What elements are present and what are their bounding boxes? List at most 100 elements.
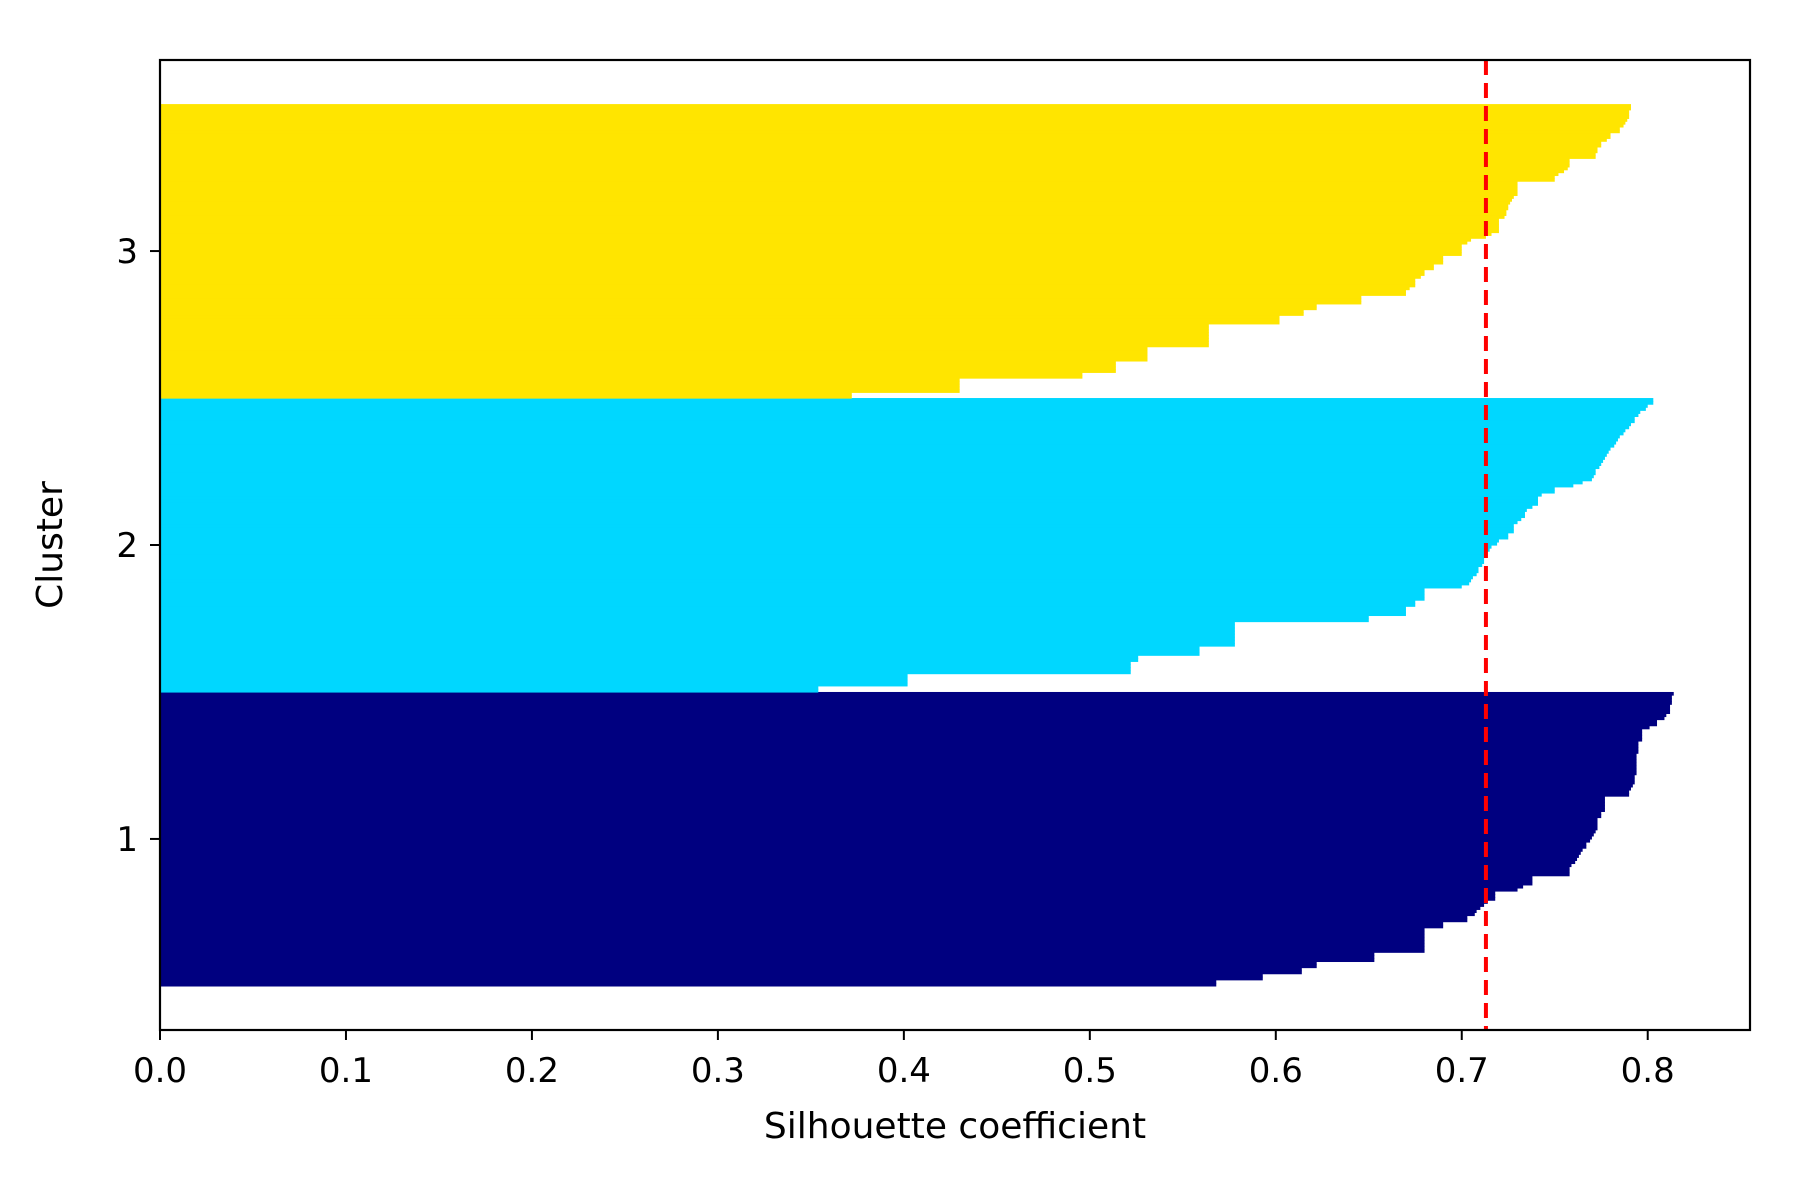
- y-tick-label: 2: [116, 526, 138, 566]
- silhouette-bar: [160, 226, 1499, 231]
- y-tick-label: 3: [116, 232, 138, 272]
- silhouette-bar: [160, 649, 1200, 653]
- cluster-3-bars: [160, 104, 1631, 399]
- silhouette-bar: [160, 722, 1658, 727]
- silhouette-bar: [160, 401, 1654, 405]
- silhouette-bar: [160, 404, 1648, 408]
- silhouette-bar: [160, 612, 1406, 617]
- silhouette-bar: [160, 961, 1317, 966]
- silhouette-bar: [160, 860, 1576, 865]
- silhouette-bar: [160, 283, 1416, 288]
- silhouette-bar: [160, 808, 1605, 812]
- silhouette-bar: [160, 909, 1477, 914]
- silhouette-bar: [160, 198, 1512, 202]
- silhouette-bar: [160, 545, 1492, 549]
- silhouette-bar: [160, 369, 1116, 373]
- silhouette-bar: [160, 560, 1485, 564]
- silhouette-bar: [160, 630, 1235, 635]
- silhouette-bar: [160, 799, 1605, 803]
- silhouette-bar: [160, 575, 1473, 580]
- silhouette-bar: [160, 431, 1624, 436]
- silhouette-bar: [160, 930, 1425, 935]
- silhouette-bar: [160, 511, 1525, 515]
- silhouette-bar: [160, 425, 1630, 430]
- silhouette-bar: [160, 551, 1486, 555]
- silhouette-bar: [160, 109, 1630, 114]
- silhouette-bar: [160, 535, 1509, 540]
- silhouette-bar: [160, 863, 1572, 868]
- silhouette-bar: [160, 826, 1598, 831]
- silhouette-bar: [160, 232, 1492, 236]
- silhouette-bar: [160, 691, 1674, 696]
- silhouette-bar: [160, 203, 1509, 208]
- silhouette-bar: [160, 383, 960, 388]
- silhouette-bar: [160, 416, 1635, 421]
- silhouette-bar: [160, 178, 1555, 182]
- silhouette-bar: [160, 881, 1533, 886]
- silhouette-bar: [160, 658, 1139, 662]
- silhouette-bar: [160, 135, 1611, 139]
- silhouette-bar: [160, 587, 1425, 592]
- silhouette-bar: [160, 618, 1369, 623]
- silhouette-bar: [160, 235, 1486, 239]
- silhouette-bar: [160, 144, 1602, 148]
- silhouette-bar: [160, 161, 1570, 165]
- silhouette-bar: [160, 158, 1570, 162]
- y-tick-label: 1: [116, 820, 138, 860]
- silhouette-bar: [160, 419, 1635, 424]
- silhouette-bar: [160, 229, 1499, 234]
- silhouette-bar: [160, 661, 1131, 666]
- silhouette-bar: [160, 734, 1643, 739]
- silhouette-bar: [160, 765, 1637, 770]
- cluster-1-bars: [160, 691, 1674, 987]
- silhouette-bar: [160, 600, 1416, 604]
- silhouette-bar: [160, 184, 1518, 188]
- silhouette-bar: [160, 590, 1425, 595]
- silhouette-bar: [160, 360, 1116, 365]
- silhouette-bar: [160, 737, 1643, 742]
- silhouette-bar: [160, 750, 1639, 754]
- silhouette-bar: [160, 172, 1559, 177]
- silhouette-bar: [160, 386, 960, 391]
- silhouette-bar: [160, 609, 1406, 613]
- silhouette-bar: [160, 238, 1472, 242]
- silhouette-bar: [160, 186, 1518, 191]
- silhouette-bar: [160, 258, 1444, 262]
- silhouette-bar: [160, 343, 1209, 348]
- silhouette-bar: [160, 106, 1631, 111]
- silhouette-bar: [160, 489, 1555, 494]
- silhouette-bar: [160, 221, 1499, 225]
- silhouette-bar: [160, 875, 1533, 880]
- silhouette-bar: [160, 581, 1470, 586]
- silhouette-bar: [160, 201, 1511, 205]
- silhouette-bar: [160, 372, 1083, 376]
- silhouette-bar: [160, 243, 1462, 248]
- silhouette-bar: [160, 646, 1200, 650]
- silhouette-bar: [160, 312, 1304, 316]
- silhouette-bar: [160, 949, 1425, 953]
- silhouette-bar: [160, 434, 1620, 439]
- silhouette-bar: [160, 104, 1631, 108]
- silhouette-bar: [160, 805, 1605, 809]
- silhouette-bar: [160, 413, 1639, 417]
- silhouette-bar: [160, 206, 1509, 211]
- silhouette-bar: [160, 474, 1594, 479]
- silhouette-bar: [160, 378, 960, 382]
- silhouette-bar: [160, 471, 1596, 476]
- silhouette-bar: [160, 918, 1468, 923]
- silhouette-bar: [160, 456, 1605, 460]
- silhouette-bar: [160, 548, 1490, 552]
- silhouette-bar: [160, 915, 1468, 920]
- silhouette-bar: [160, 952, 1375, 956]
- silhouette-bar: [160, 395, 852, 399]
- silhouette-bar: [160, 900, 1488, 904]
- silhouette-bar: [160, 872, 1570, 877]
- silhouette-bar: [160, 636, 1235, 641]
- silhouette-bar: [160, 976, 1263, 981]
- silhouette-bar: [160, 289, 1406, 294]
- silhouette-bar: [160, 719, 1658, 724]
- silhouette-bar: [160, 789, 1630, 794]
- silhouette-bar: [160, 301, 1362, 305]
- silhouette-bar: [160, 698, 1672, 702]
- silhouette-bar: [160, 771, 1637, 776]
